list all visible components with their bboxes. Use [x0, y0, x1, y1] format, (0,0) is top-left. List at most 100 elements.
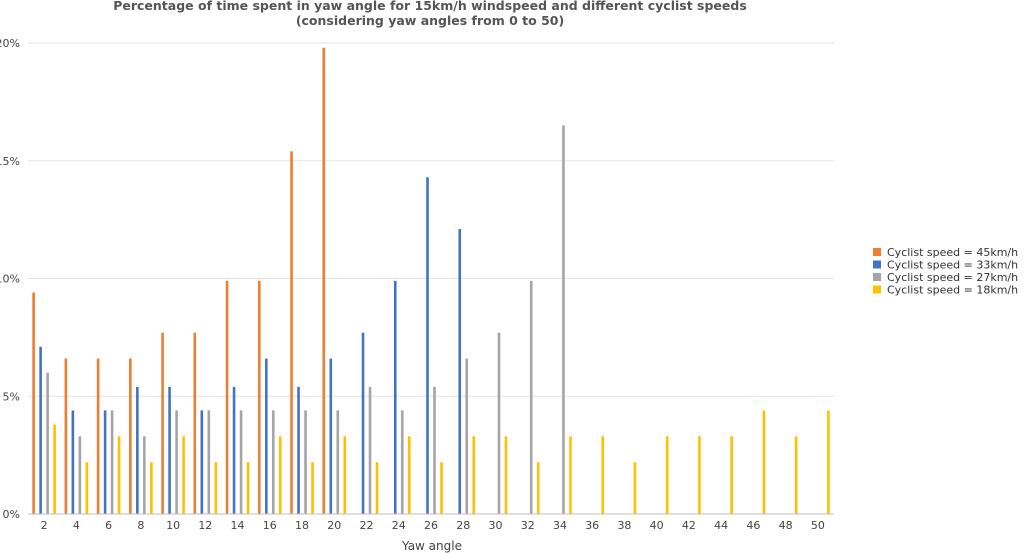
- bar: [601, 436, 604, 514]
- bar: [175, 410, 178, 514]
- x-tick-label: 44: [714, 519, 728, 532]
- bar: [64, 358, 68, 514]
- x-tick-label: 14: [231, 519, 245, 532]
- bar: [279, 436, 282, 514]
- x-tick-label: 36: [585, 519, 599, 532]
- bar: [504, 436, 508, 514]
- bar-layer: [32, 47, 830, 515]
- bar: [129, 358, 132, 514]
- bar: [322, 47, 326, 515]
- bar: [665, 436, 669, 514]
- x-tick-label: 42: [682, 519, 696, 532]
- x-tick-label: 6: [105, 519, 112, 532]
- legend-swatch: [873, 285, 881, 294]
- bar: [311, 462, 314, 514]
- bar: [193, 332, 197, 514]
- bar: [433, 386, 436, 514]
- legend-swatch: [873, 248, 881, 256]
- bar: [368, 386, 372, 514]
- bar: [272, 410, 275, 514]
- x-axis-title: Yaw angle: [401, 539, 462, 553]
- bar: [71, 410, 75, 514]
- x-tick-label: 10: [166, 519, 180, 532]
- bar: [239, 410, 243, 514]
- x-tick-label: 12: [198, 519, 212, 532]
- x-tick-label: 8: [137, 519, 144, 532]
- bar: [182, 436, 185, 514]
- bar: [265, 358, 268, 514]
- bar: [214, 462, 218, 514]
- bar: [472, 436, 476, 514]
- bar: [827, 410, 830, 514]
- y-tick-label: 0%: [3, 508, 20, 521]
- x-tick-label: 32: [521, 519, 535, 532]
- bar: [569, 436, 572, 514]
- x-tick-label: 24: [392, 519, 406, 532]
- x-tick-label: 48: [779, 519, 793, 532]
- legend-label: Cyclist speed = 33km/h: [887, 259, 1018, 272]
- x-tick-label: 50: [811, 519, 825, 532]
- bar: [304, 410, 307, 514]
- bar: [400, 410, 404, 514]
- x-tick-label: 28: [456, 519, 470, 532]
- bar: [78, 436, 82, 514]
- y-tick-label: 20%: [0, 37, 20, 50]
- bar: [246, 462, 250, 514]
- bar: [232, 386, 236, 514]
- y-tick-label: 15%: [0, 155, 20, 168]
- bar: [85, 462, 89, 514]
- bar: [633, 462, 637, 514]
- x-tick-label: 2: [41, 519, 48, 532]
- bar: [426, 177, 429, 515]
- bar: [150, 462, 153, 514]
- chart-subtitle: (considering yaw angles from 0 to 50): [296, 13, 564, 28]
- x-tick-label: 20: [327, 519, 341, 532]
- bar: [207, 410, 211, 514]
- bar: [290, 151, 293, 514]
- bar: [53, 424, 56, 514]
- bar: [161, 332, 164, 514]
- bar: [529, 280, 533, 514]
- bar: [458, 229, 462, 515]
- bar: [440, 462, 443, 514]
- legend-swatch: [873, 273, 881, 281]
- bar: [110, 410, 114, 514]
- bar: [143, 436, 146, 514]
- bar: [336, 410, 340, 514]
- bar: [225, 280, 229, 514]
- bar: [794, 436, 798, 514]
- bar: [465, 358, 469, 514]
- bar: [200, 410, 204, 514]
- legend-label: Cyclist speed = 45km/h: [887, 246, 1018, 259]
- bar: [168, 386, 171, 514]
- bar: [361, 332, 365, 514]
- x-tick-label: 38: [617, 519, 631, 532]
- y-axis-ticks: 0% 5% 10% 15% 20%: [0, 37, 20, 521]
- bar: [46, 372, 49, 514]
- x-tick-label: 34: [553, 519, 567, 532]
- x-tick-label: 40: [650, 519, 664, 532]
- bar: [136, 386, 139, 514]
- bar: [393, 280, 397, 514]
- x-axis-ticks: 2 4 6 8 10 12 14 16 18 20 22 24 26 28 30 32 34 36 38 40 42 44…: [41, 519, 825, 532]
- bar: [96, 358, 100, 514]
- bar: [407, 436, 411, 514]
- legend-swatch: [873, 260, 881, 269]
- bar: [497, 332, 501, 514]
- bar: [343, 436, 347, 514]
- bar: [103, 410, 107, 514]
- bar: [562, 125, 565, 515]
- x-tick-label: 18: [295, 519, 309, 532]
- bar: [375, 462, 379, 514]
- bar: [117, 436, 121, 514]
- bar: [329, 358, 333, 514]
- x-tick-label: 26: [424, 519, 438, 532]
- grid-layer: [28, 42, 834, 397]
- x-tick-label: 30: [488, 519, 502, 532]
- bar: [39, 346, 42, 514]
- legend-label: Cyclist speed = 27km/h: [887, 271, 1018, 284]
- bar: [297, 386, 300, 514]
- bar: [258, 280, 261, 514]
